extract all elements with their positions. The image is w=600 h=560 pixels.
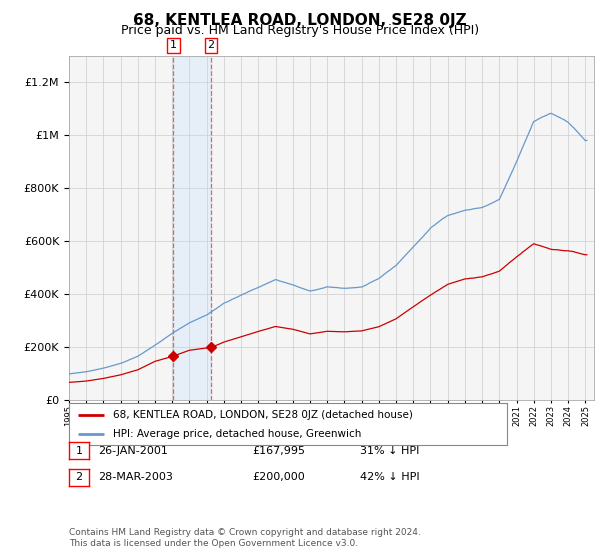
- Text: 1: 1: [76, 446, 82, 456]
- Text: 31% ↓ HPI: 31% ↓ HPI: [360, 446, 419, 456]
- Text: 2: 2: [208, 40, 215, 50]
- Text: 42% ↓ HPI: 42% ↓ HPI: [360, 472, 419, 482]
- Text: 68, KENTLEA ROAD, LONDON, SE28 0JZ: 68, KENTLEA ROAD, LONDON, SE28 0JZ: [133, 13, 467, 28]
- Text: Contains HM Land Registry data © Crown copyright and database right 2024.
This d: Contains HM Land Registry data © Crown c…: [69, 528, 421, 548]
- Text: Price paid vs. HM Land Registry's House Price Index (HPI): Price paid vs. HM Land Registry's House …: [121, 24, 479, 37]
- Text: 2: 2: [76, 472, 82, 482]
- Text: 1: 1: [170, 40, 177, 50]
- Bar: [173, 56, 211, 400]
- Text: 68, KENTLEA ROAD, LONDON, SE28 0JZ (detached house): 68, KENTLEA ROAD, LONDON, SE28 0JZ (deta…: [113, 409, 413, 419]
- Text: 28-MAR-2003: 28-MAR-2003: [98, 472, 173, 482]
- Text: HPI: Average price, detached house, Greenwich: HPI: Average price, detached house, Gree…: [113, 429, 361, 439]
- Text: £167,995: £167,995: [252, 446, 305, 456]
- Text: 26-JAN-2001: 26-JAN-2001: [98, 446, 167, 456]
- Text: £200,000: £200,000: [252, 472, 305, 482]
